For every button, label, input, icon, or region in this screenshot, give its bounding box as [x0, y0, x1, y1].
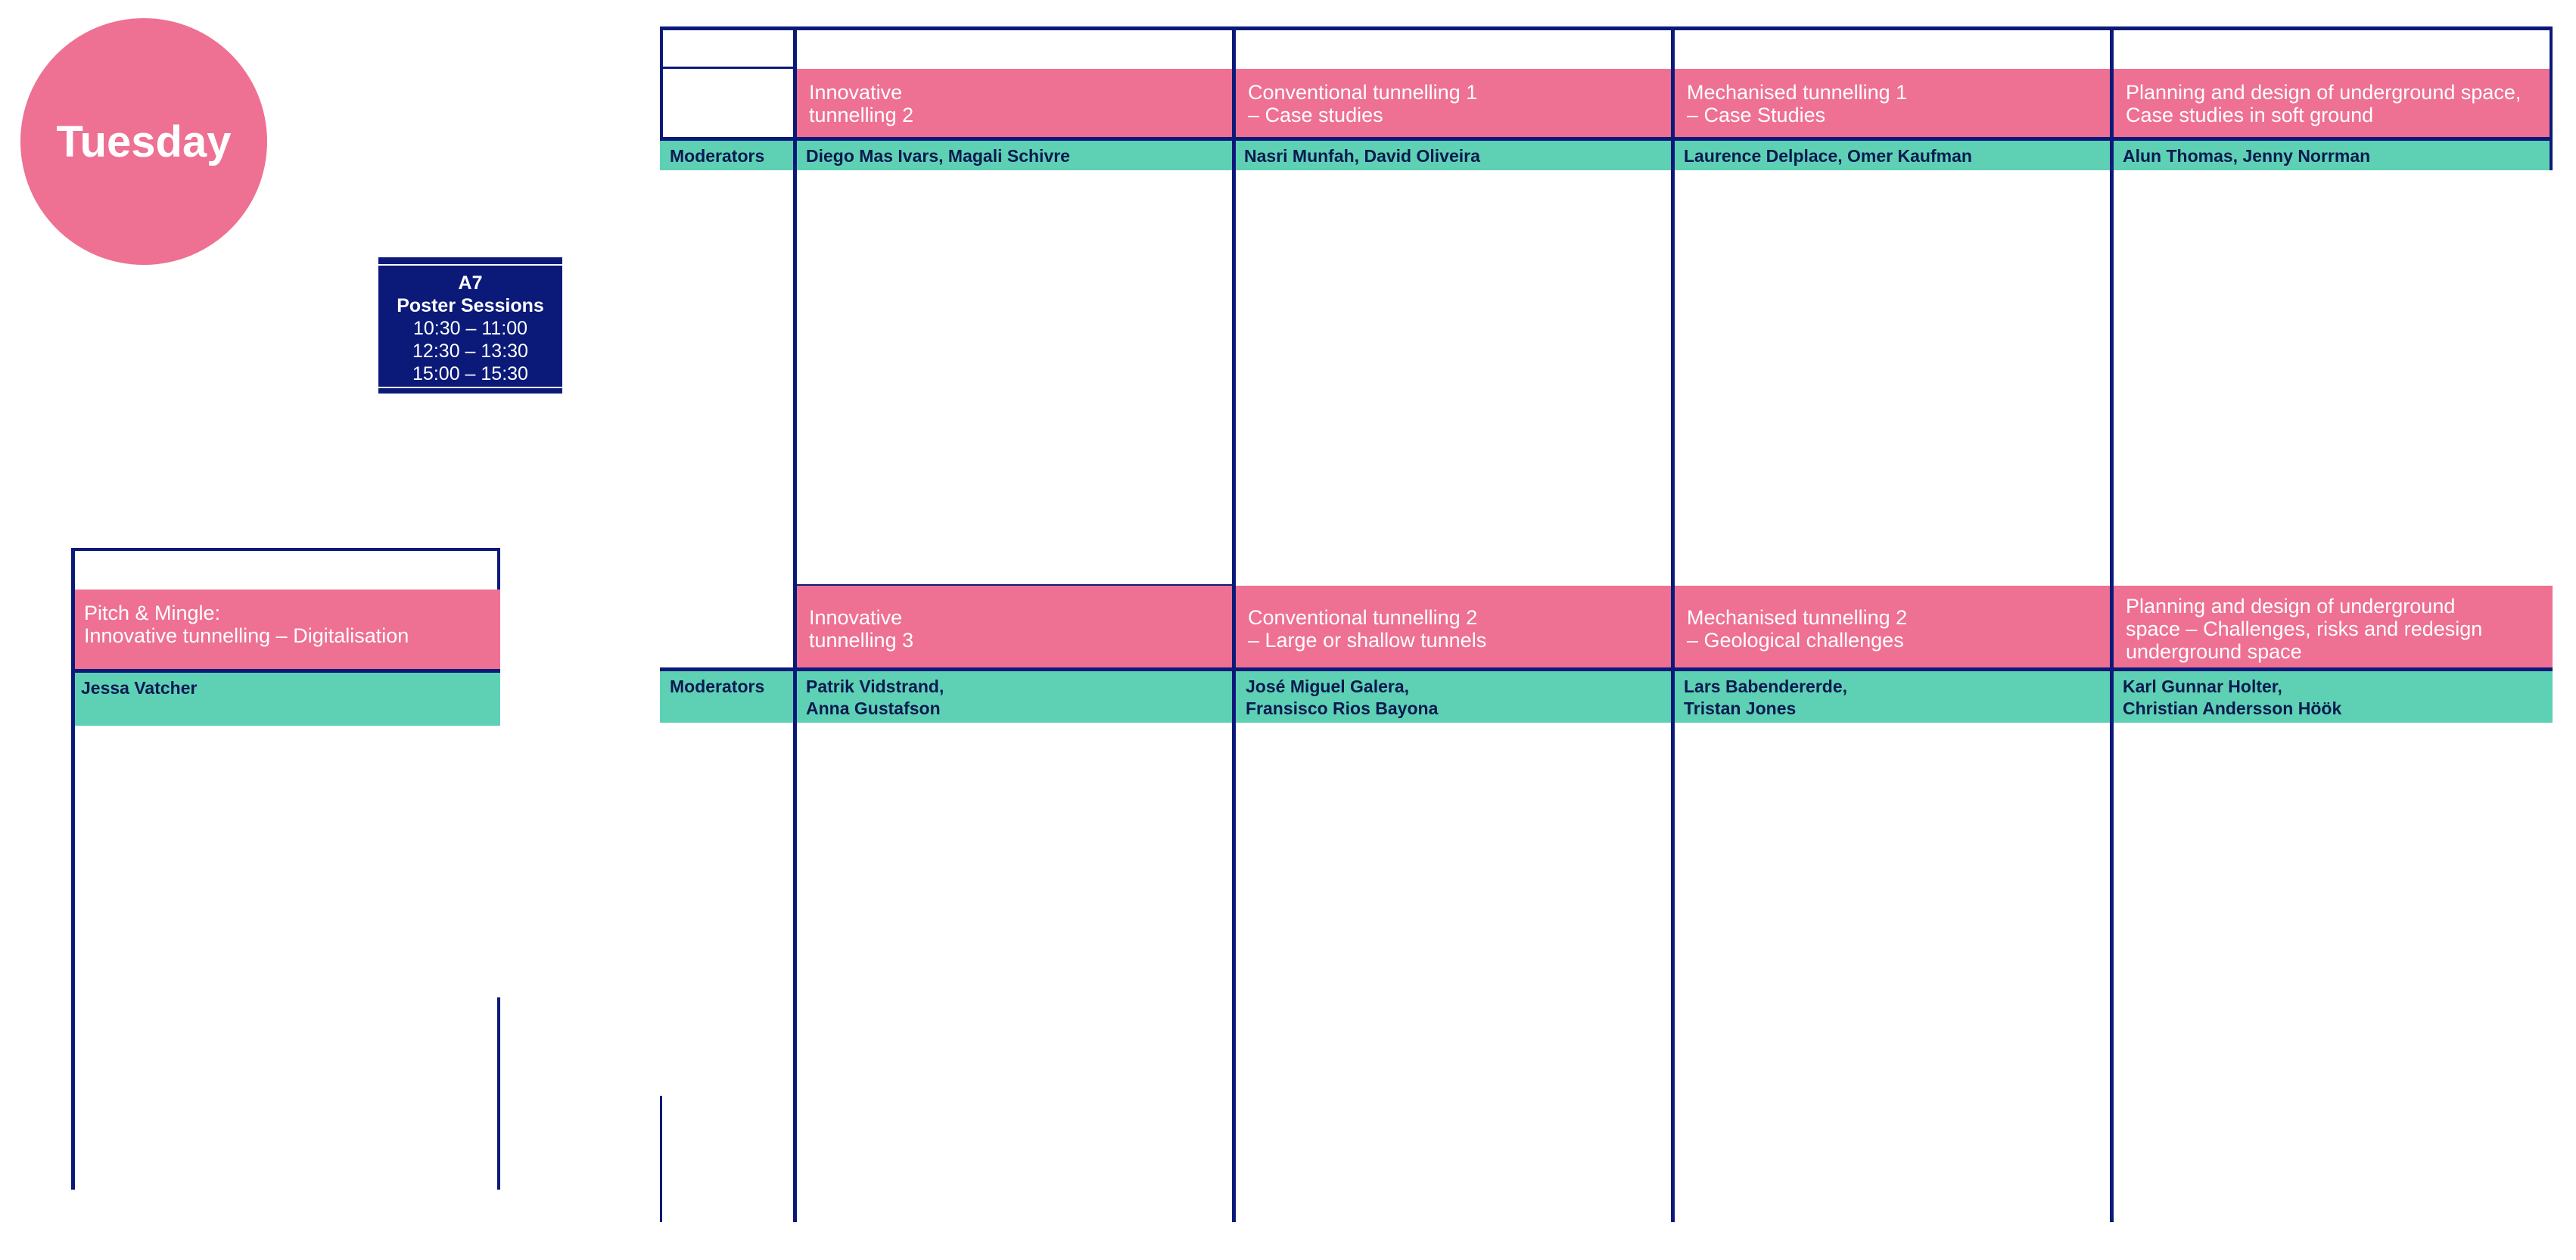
- moderators-label: Moderators: [660, 141, 796, 170]
- column-line: [2110, 26, 2114, 1222]
- poster-sessions-box: A7 Poster Sessions 10:30 – 11:00 12:30 –…: [378, 257, 562, 394]
- pitch-right-line: [497, 997, 500, 1190]
- session-title-planning-1: Planning and design of underground space…: [2113, 69, 2553, 137]
- moderators-innovative-2: Diego Mas Ivars, Magali Schivre: [796, 141, 1232, 170]
- moderators-mechanised-2: Lars Babendererde, Tristan Jones: [1674, 671, 2111, 723]
- pitch-left-line: [71, 548, 75, 1190]
- column-line: [1232, 26, 1236, 1222]
- moderators-planning-1: Alun Thomas, Jenny Norrman: [2113, 141, 2553, 170]
- moderators-planning-2: Karl Gunnar Holter, Christian Andersson …: [2113, 671, 2553, 723]
- grid-header-line: [660, 67, 796, 69]
- poster-time: 10:30 – 11:00: [412, 318, 528, 339]
- pitch-title: Pitch & Mingle: Innovative tunnelling – …: [71, 590, 500, 670]
- block2-divider: [660, 667, 2553, 671]
- moderators-innovative-3: Patrik Vidstrand, Anna Gustafson: [796, 671, 1232, 723]
- moderators-conventional-1: Nasri Munfah, David Oliveira: [1235, 141, 1672, 170]
- poster-title: Poster Sessions: [397, 295, 544, 316]
- pitch-divider: [71, 669, 500, 673]
- session-title-conventional-1: Conventional tunnelling 1 – Case studies: [1235, 69, 1672, 137]
- poster-time: 15:00 – 15:30: [412, 363, 528, 384]
- moderators-mechanised-1: Laurence Delplace, Omer Kaufman: [1674, 141, 2111, 170]
- day-badge: Tuesday: [20, 18, 267, 265]
- session-title-mechanised-1: Mechanised tunnelling 1 – Case Studies: [1674, 69, 2111, 137]
- poster-time: 12:30 – 13:30: [412, 341, 528, 362]
- session-title-conventional-2: Conventional tunnelling 2 – Large or sha…: [1235, 586, 1672, 667]
- session-title-innovative-3: Innovative tunnelling 3: [796, 586, 1232, 667]
- grid-left-line: [660, 26, 663, 140]
- session-title-innovative-2: Innovative tunnelling 2: [796, 69, 1232, 137]
- moderators-conventional-2: José Miguel Galera, Fransisco Rios Bayon…: [1235, 671, 1672, 723]
- moderators-label: Moderators: [660, 671, 796, 723]
- grid-top-line: [660, 26, 2553, 30]
- pitch-header-cell: [71, 548, 500, 591]
- grid-left-line-low: [660, 1096, 662, 1222]
- block2-top-line: [796, 584, 1235, 586]
- column-line: [793, 26, 797, 1222]
- session-title-planning-2: Planning and design of underground space…: [2113, 586, 2553, 667]
- day-label: Tuesday: [56, 117, 232, 166]
- poster-room: A7: [458, 272, 483, 294]
- pitch-moderator: Jessa Vatcher: [71, 673, 500, 726]
- session-title-mechanised-2: Mechanised tunnelling 2 – Geological cha…: [1674, 586, 2111, 667]
- grid-right-line: [2550, 26, 2553, 170]
- column-line: [1671, 26, 1675, 1222]
- block1-divider: [660, 137, 2553, 141]
